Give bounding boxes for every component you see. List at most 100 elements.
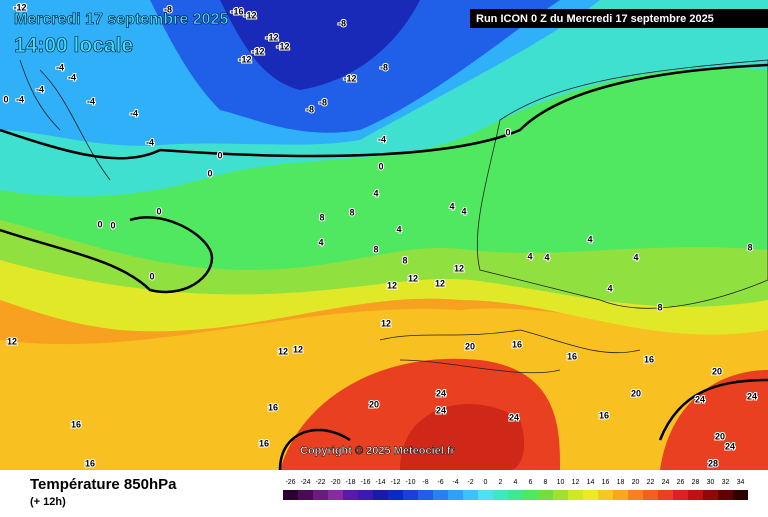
contour-label: 4	[461, 206, 466, 216]
colorbar-swatch	[598, 490, 613, 500]
contour-label: 24	[436, 388, 446, 398]
time-title: 14:00 locale	[14, 34, 133, 57]
contour-label: 4	[373, 188, 378, 198]
coastline-europe	[476, 59, 768, 309]
contour-label: -4	[87, 96, 95, 106]
contour-label: -12	[276, 41, 289, 51]
colorbar-swatch	[403, 490, 418, 500]
colorbar-swatch	[703, 490, 718, 500]
colorbar-label: 34	[737, 479, 745, 486]
contour-label: -12	[238, 54, 251, 64]
colorbar-label: -20	[330, 479, 340, 486]
contour-label: 4	[396, 224, 401, 234]
colorbar-label: 18	[617, 479, 625, 486]
contour-label: 20	[631, 388, 641, 398]
contour-label: 4	[633, 252, 638, 262]
contour-label: -8	[319, 97, 327, 107]
colorbar-label: 4	[514, 479, 518, 486]
colorbar-swatch	[658, 490, 673, 500]
contour-label: 0	[3, 94, 8, 104]
colorbar-swatch	[298, 490, 313, 500]
colorbar-label: -24	[300, 479, 310, 486]
contour-label: 12	[387, 280, 397, 290]
contour-label: -4	[378, 134, 386, 144]
contour-label: 4	[587, 234, 592, 244]
colorbar-label: -26	[285, 479, 295, 486]
colorbar-swatch	[493, 490, 508, 500]
colorbar: -26 -24 -22 -20 -18 -16 -14 -12 -10 -8 -6 -4 -2 0 2 4 6 8…	[283, 479, 748, 500]
colorbar-swatch	[568, 490, 583, 500]
colorbar-swatch	[583, 490, 598, 500]
copyright: Copyright © 2025 Meteociel.fr	[300, 445, 456, 457]
contour-label: 4	[449, 201, 454, 211]
contour-label: 12	[454, 263, 464, 273]
contour-labels: -12 -16 -12-8-8-12-12 -12-12-12-8-8-8-40000…	[2, 1, 758, 469]
contour-label: 16	[567, 351, 577, 361]
contour-label: 0	[207, 168, 212, 178]
contour-label: 24	[509, 412, 519, 422]
colorbar-label: -4	[452, 479, 458, 486]
contour-label: 20	[369, 399, 379, 409]
colorbar-label: 26	[677, 479, 685, 486]
colorbar-swatch	[673, 490, 688, 500]
run-box	[470, 9, 768, 28]
contour-label: -8	[338, 18, 346, 28]
contour-label: 20	[715, 431, 725, 441]
contour-label: 24	[436, 405, 446, 415]
colorbar-label: 8	[544, 479, 548, 486]
footer-lead: (+ 12h)	[30, 496, 66, 508]
colorbar-swatch	[433, 490, 448, 500]
coastline-med	[379, 329, 641, 374]
colorbar-label: 22	[647, 479, 655, 486]
colorbar-swatch	[343, 490, 358, 500]
colorbar-swatch	[463, 490, 478, 500]
colorbar-label: -10	[405, 479, 415, 486]
colorbar-label: 16	[602, 479, 610, 486]
colorbar-swatch	[373, 490, 388, 500]
contour-label: -12	[343, 73, 356, 83]
colorbar-swatch	[448, 490, 463, 500]
contour-label: 0	[505, 127, 510, 137]
contour-label: 16	[644, 354, 654, 364]
colorbar-label: -22	[315, 479, 325, 486]
contour-label: 16	[71, 419, 81, 429]
run-info: Run ICON 0 Z du Mercredi 17 septembre 20…	[476, 13, 714, 25]
contour-label: 16	[259, 438, 269, 448]
contour-label: 28	[708, 458, 718, 468]
contour-label: 12	[293, 344, 303, 354]
contour-label: -4	[146, 137, 154, 147]
contour-label: 12	[408, 273, 418, 283]
isotherm-0	[0, 63, 768, 160]
contour-label: 24	[695, 394, 705, 404]
contour-label: 12	[278, 346, 288, 356]
contour-label: 0	[97, 219, 102, 229]
contour-label: 24	[747, 391, 757, 401]
colorbar-swatch	[628, 490, 643, 500]
contour-label: 8	[373, 244, 378, 254]
colorbar-label: 10	[557, 479, 565, 486]
contour-label: 20	[712, 366, 722, 376]
colorbar-label: -12	[390, 479, 400, 486]
contour-label: 12	[435, 278, 445, 288]
colorbar-swatch	[613, 490, 628, 500]
colorbar-label: -16	[360, 479, 370, 486]
contour-label: 0	[217, 150, 222, 160]
colorbar-label: 24	[662, 479, 670, 486]
contour-label: -12	[251, 46, 264, 56]
contour-label: 12	[381, 318, 391, 328]
colorbar-swatch	[478, 490, 493, 500]
contour-label: 8	[402, 255, 407, 265]
colorbar-label: 28	[692, 479, 700, 486]
contour-label: 8	[747, 242, 752, 252]
contour-label: -4	[16, 94, 24, 104]
contour-label: 16	[268, 402, 278, 412]
isotherm-0-loop	[0, 216, 214, 294]
contour-label: 12	[7, 336, 17, 346]
colorbar-swatch	[538, 490, 553, 500]
contour-label: -8	[306, 104, 314, 114]
contour-label: 4	[607, 283, 612, 293]
footer-title: Température 850hPa	[30, 476, 177, 493]
colorbar-label: 20	[632, 479, 640, 486]
coastline-greenland	[19, 59, 111, 181]
colorbar-label: 12	[572, 479, 580, 486]
